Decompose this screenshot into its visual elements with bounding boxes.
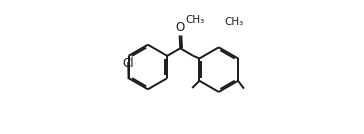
Text: CH₃: CH₃ <box>185 14 205 25</box>
Text: O: O <box>175 21 184 34</box>
Text: CH₃: CH₃ <box>224 17 244 27</box>
Text: Cl: Cl <box>122 57 134 70</box>
